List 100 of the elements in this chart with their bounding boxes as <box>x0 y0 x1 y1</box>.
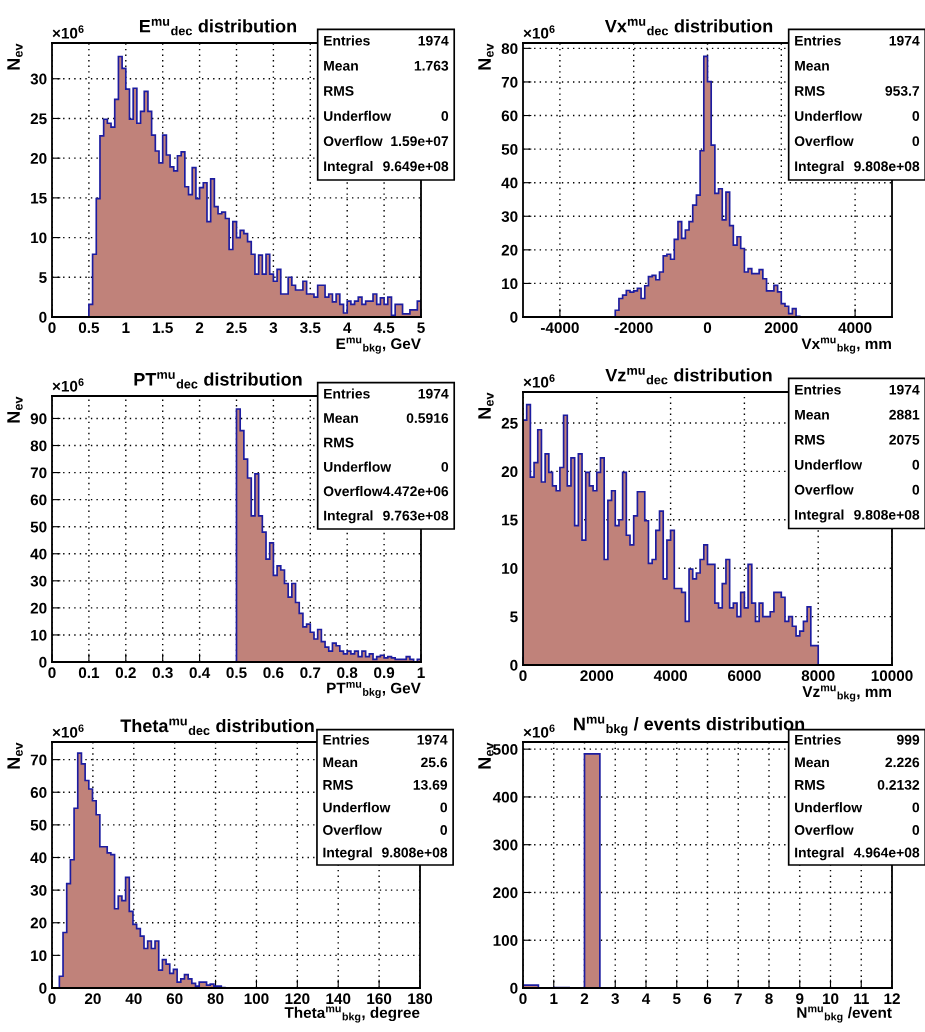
annotation: Overflow 1.59e+07 <box>323 135 449 147</box>
text: ×10$^{6}$ <box>52 724 84 738</box>
y-axis-title: N$_{ev}$ <box>478 742 494 769</box>
text: Underflow 0 <box>323 802 448 813</box>
y-tick-label: 20 <box>30 602 47 614</box>
text: Entries 1974 <box>324 388 449 399</box>
x-tick-label: 10 <box>822 993 839 1005</box>
x-axis-title: Theta$^{mu}$$_{bkg}$, degree <box>284 1006 420 1023</box>
y-tick-label: 60 <box>30 787 47 798</box>
y-tick-label: 60 <box>30 494 47 506</box>
text: RMS 0.2132 <box>795 779 920 790</box>
y-tick-label: 20 <box>30 917 47 929</box>
y-tick-label: 30 <box>501 211 518 222</box>
x-tick-label: 0.9 <box>374 667 395 679</box>
x-tick-label: 160 <box>367 993 392 1005</box>
text: Overflow 0 <box>323 824 448 835</box>
y-tick-label: 20 <box>501 244 518 256</box>
text: Entries 1974 <box>324 35 449 46</box>
chart-title: Vx$^{mu}$$_{dec}$ distribution <box>604 18 773 36</box>
y-tick-label: 0 <box>39 311 47 323</box>
x-axis-title: E$^{mu}$$_{bkg}$, GeV <box>336 337 421 354</box>
y-tick-label: 20 <box>30 153 47 164</box>
x-tick-label: 2000 <box>580 670 614 682</box>
chart-title: E$^{mu}$$_{dec}$ distribution <box>139 18 297 36</box>
x-tick-label: 0 <box>48 667 56 679</box>
y-tick-label: 60 <box>501 110 518 122</box>
y-tick-label: 500 <box>493 744 518 755</box>
x-axis-title: PT$^{mu}$$_{bkg}$, GeV <box>327 681 421 699</box>
text: Overflow 0 <box>794 484 920 495</box>
chart-title: PT$^{mu}$$_{dec}$ distribution <box>134 372 302 389</box>
annotation: Overflow4.472e+06 <box>323 485 449 497</box>
text: Underflow 0 <box>795 459 920 470</box>
x-tick-label: 0.3 <box>152 667 173 679</box>
text: ×10$^{6}$ <box>523 25 555 39</box>
y-tick-label: 0 <box>510 982 518 994</box>
x-tick-label: 12 <box>884 993 900 1004</box>
x-axis-title: N$^{mu}$$_{bkg}$ /event <box>797 1006 892 1023</box>
text: Underflow 0 <box>795 802 920 813</box>
x-tick-label: 0.2 <box>115 667 136 679</box>
x-tick-label: 60 <box>166 993 183 1005</box>
text: Mean 0.5916 <box>324 413 449 423</box>
y-tick-label: 25 <box>30 113 47 125</box>
x-tick-label: 4 <box>343 322 352 333</box>
text: Underflow 0 <box>324 461 449 472</box>
annotation: Mean <box>795 61 829 71</box>
text: Entries 999 <box>795 734 920 745</box>
x-tick-label: 8000 <box>801 670 835 682</box>
annotation: Integral 9.808e+08 <box>323 847 448 861</box>
x-tick-label: -2000 <box>614 322 653 334</box>
text: Overflow 0 <box>794 824 920 835</box>
chart-title: Vz$^{mu}$$_{dec}$ distribution <box>605 367 772 385</box>
text: Mean 2.226 <box>795 757 920 768</box>
y-axis-title: N$_{ev}$ <box>7 742 23 769</box>
x-tick-label: 100 <box>244 993 269 1005</box>
text: RMS 2075 <box>795 434 920 445</box>
x-axis-title: Vx$^{mu}$$_{bkg}$, mm <box>801 337 891 354</box>
annotation: Integral 9.649e+08 <box>324 160 449 174</box>
y-tick-label: 300 <box>493 839 518 851</box>
annotation: Integral 9.763e+08 <box>324 510 449 524</box>
x-tick-label: 0 <box>703 322 712 334</box>
text: Overflow 0 <box>794 135 920 147</box>
text: RMS 13.69 <box>323 779 448 790</box>
y-tick-label: 5 <box>510 611 518 623</box>
y-tick-label: 70 <box>30 754 47 766</box>
y-tick-label: 5 <box>39 272 47 283</box>
x-tick-label: 0.5 <box>78 322 100 334</box>
y-tick-label: 25 <box>501 417 518 429</box>
x-tick-label: 5 <box>672 993 681 1005</box>
y-tick-label: 10 <box>31 232 47 244</box>
x-tick-label: 6000 <box>727 670 761 682</box>
y-tick-label: 80 <box>30 440 47 452</box>
annotation: Integral 4.964e+08 <box>795 847 920 861</box>
text: Mean 1.763 <box>324 60 449 71</box>
y-tick-label: 10 <box>502 563 518 574</box>
x-tick-label: 180 <box>408 993 433 1005</box>
text: Mean 25.6 <box>323 757 448 768</box>
y-tick-label: 70 <box>501 76 518 88</box>
x-tick-label: 0 <box>519 993 527 1005</box>
y-tick-label: 30 <box>30 575 47 587</box>
y-tick-label: 0 <box>39 656 47 668</box>
x-tick-label: 1 <box>550 993 558 1004</box>
x-tick-label: 7 <box>734 993 742 1004</box>
y-tick-label: 50 <box>30 819 47 831</box>
x-tick-label: 0.7 <box>300 667 321 679</box>
y-tick-label: 0 <box>39 982 47 994</box>
annotation: RMS <box>324 437 354 448</box>
y-tick-label: 400 <box>492 791 518 803</box>
y-tick-label: 40 <box>501 177 518 189</box>
y-tick-label: 0 <box>510 311 518 323</box>
y-tick-label: 50 <box>501 143 518 155</box>
y-tick-label: 50 <box>30 521 47 533</box>
text: ×10$^{6}$ <box>523 724 555 738</box>
x-tick-label: 140 <box>326 993 351 1005</box>
chart-title: N$^{mu}$$_{bkg}$ / events distribution <box>574 716 805 736</box>
x-tick-label: 8 <box>765 993 773 1005</box>
annotation: RMS <box>324 85 354 96</box>
x-tick-label: 80 <box>207 993 224 1005</box>
y-tick-label: 10 <box>31 950 47 962</box>
y-tick-label: 10 <box>31 629 47 641</box>
x-tick-label: 1 <box>417 667 425 678</box>
